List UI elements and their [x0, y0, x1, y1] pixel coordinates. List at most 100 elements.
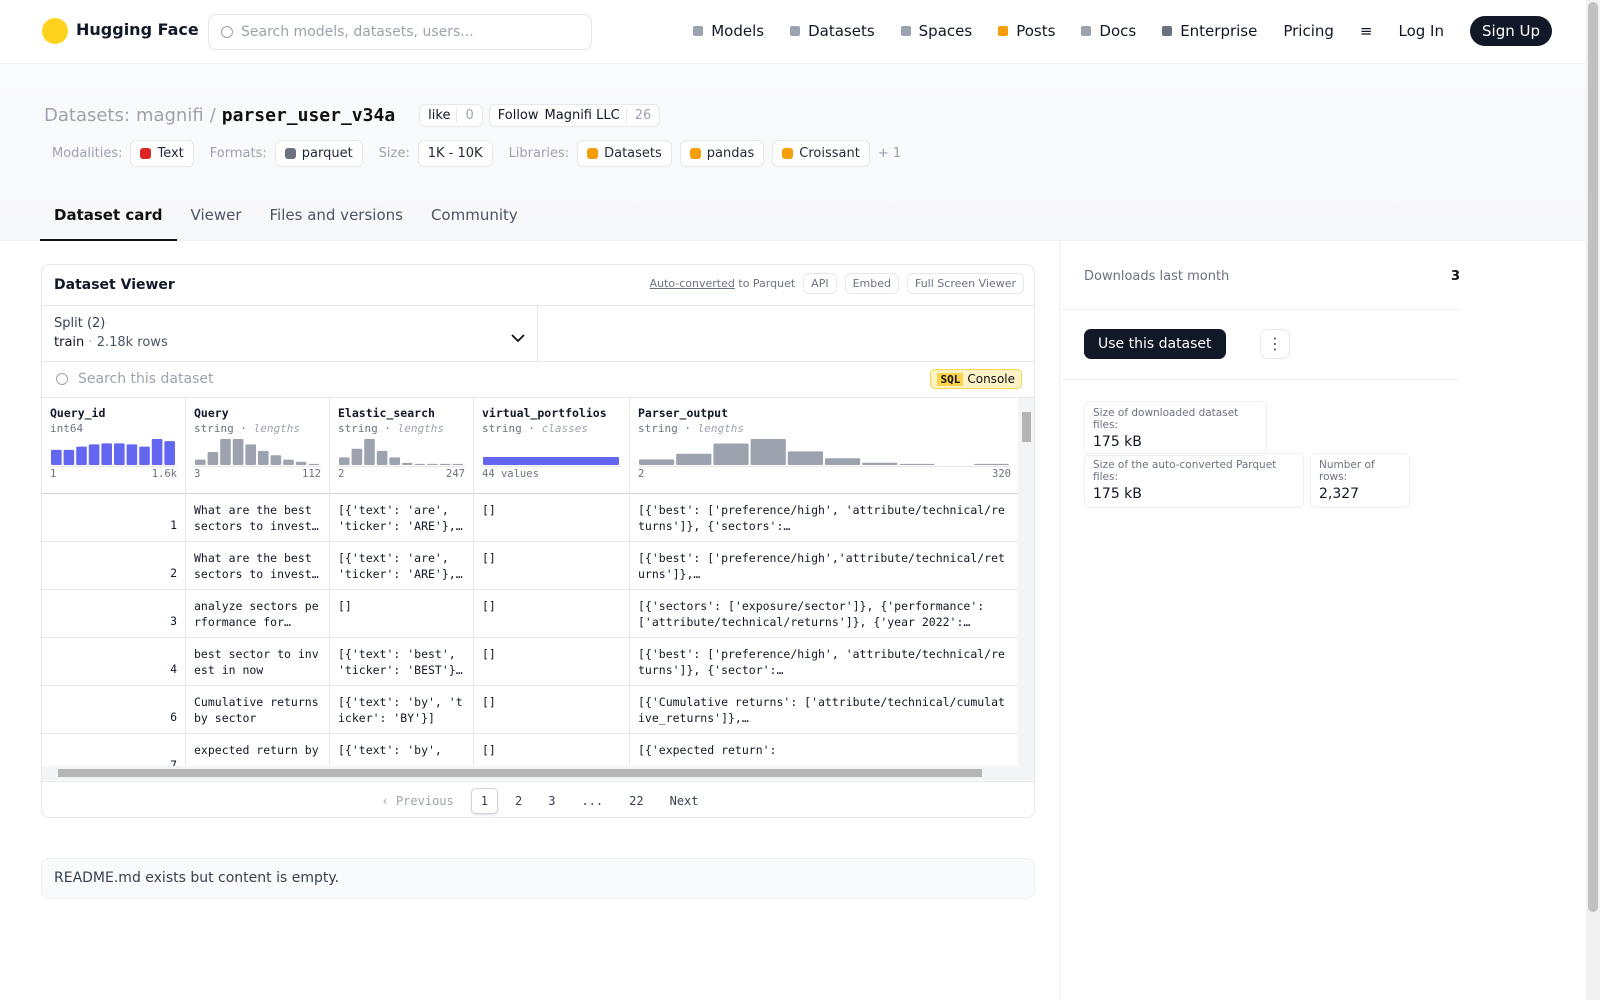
horizontal-scrollbar[interactable]	[42, 766, 1034, 780]
table-cell[interactable]: []	[474, 494, 629, 542]
follow-label: Follow	[497, 108, 539, 123]
tag-icon	[284, 148, 296, 159]
repo-owner[interactable]: magnifi	[135, 105, 204, 126]
page-button[interactable]: 1	[470, 787, 498, 814]
histogram-bar	[88, 444, 100, 465]
nav-item[interactable]: Posts	[998, 22, 1055, 40]
table-cell[interactable]: []	[474, 638, 629, 686]
column-range: 44 values	[482, 466, 621, 480]
split-rows: 2.18k rows	[96, 335, 168, 350]
table-cell[interactable]: [{'best': ['preference/high', 'attribute…	[630, 494, 1019, 542]
table-cell[interactable]: [{'text': 'best', 'ticker': 'BEST'}…	[330, 638, 473, 686]
histogram-bar	[402, 462, 413, 465]
table-cell[interactable]: [{'text': 'are', 'ticker': 'ARE'},…	[330, 542, 473, 590]
tag[interactable]: Croissant	[772, 140, 870, 167]
table-cell[interactable]: [{'best': ['preference/high','attribute/…	[630, 542, 1019, 590]
follow-button[interactable]: Follow Magnifi LLC 26	[488, 104, 661, 127]
tag-label: Datasets	[604, 146, 662, 161]
column-name[interactable]: virtual_portfolios	[482, 406, 607, 420]
table-cell[interactable]: analyze sectors performance for…	[186, 590, 329, 638]
like-button[interactable]: like 0	[419, 104, 483, 127]
table-cell[interactable]: []	[474, 542, 629, 590]
embed-button[interactable]: Embed	[844, 273, 899, 294]
cell-text: [{'text': 'by',	[338, 743, 442, 757]
dataset-search[interactable]: Search this dataset SQL Console	[42, 362, 1034, 398]
table-cell[interactable]: 2	[42, 542, 185, 590]
column-name[interactable]: Elastic_search	[338, 406, 435, 420]
menu-icon[interactable]: ≡	[1359, 22, 1373, 40]
table-cell[interactable]: 3	[42, 590, 185, 638]
auto-converted[interactable]: Auto-converted	[649, 277, 735, 290]
column-header: Query string · lengths 3 112	[186, 398, 329, 494]
table-cell[interactable]: 7	[42, 734, 185, 766]
more-button[interactable]: ⋮	[1260, 329, 1290, 359]
tag[interactable]: pandas	[679, 140, 765, 167]
tab[interactable]: Community	[430, 206, 518, 224]
cell-text: [{'text': 'best', 'ticker': 'BEST'}…	[338, 647, 463, 677]
table-cell[interactable]: [{'best': ['preference/high', 'attribute…	[630, 638, 1019, 686]
repo-prefix[interactable]: Datasets:	[44, 105, 130, 126]
table-cell[interactable]: []	[330, 590, 473, 638]
tab[interactable]: Files and versions	[269, 206, 403, 224]
repo-name[interactable]: parser_user_v34a	[221, 105, 396, 126]
sql-console[interactable]: SQL Console	[930, 369, 1022, 389]
table-cell[interactable]: Cumulative returns by sector	[186, 686, 329, 734]
histogram-bar	[364, 439, 375, 465]
page-scrollbar[interactable]	[1586, 0, 1600, 1000]
table-cell[interactable]: 6	[42, 686, 185, 734]
column-kind: lengths	[397, 422, 444, 435]
search-box[interactable]: Search models, datasets, users...	[208, 14, 592, 50]
signup-button[interactable]: Sign Up	[1470, 16, 1552, 46]
split-selector[interactable]: Split (2) train · 2.18k rows	[42, 305, 538, 362]
table-cell[interactable]: What are the best sectors to invest…	[186, 494, 329, 542]
nav-item[interactable]: Pricing	[1283, 22, 1334, 40]
vertical-scrollbar[interactable]	[1018, 398, 1034, 766]
nav-item[interactable]: Enterprise	[1162, 22, 1257, 40]
tab[interactable]: Viewer	[190, 206, 242, 224]
table-cell[interactable]: [{'Cumulative returns': ['attribute/tech…	[630, 686, 1019, 734]
api-button[interactable]: API	[803, 273, 837, 294]
table-cell[interactable]: [{'text': 'by', 'ticker': 'BY'}]	[330, 686, 473, 734]
table-cell[interactable]: best sector to invest in now	[186, 638, 329, 686]
nav-item[interactable]: Spaces	[900, 22, 972, 40]
table-cell[interactable]: []	[474, 734, 629, 766]
page-button[interactable]: 2	[514, 793, 523, 808]
table-cell[interactable]: [{'text': 'by',	[330, 734, 473, 766]
brand[interactable]: Hugging Face	[76, 20, 199, 39]
logo[interactable]	[42, 18, 68, 44]
more-tags[interactable]: + 1	[877, 146, 902, 161]
page-button[interactable]: 3	[548, 793, 556, 808]
table-cell[interactable]: []	[474, 686, 629, 734]
table-cell[interactable]: [{'text': 'are', 'ticker': 'ARE'},…	[330, 494, 473, 542]
nav-item[interactable]: Datasets	[790, 22, 875, 40]
previous-button[interactable]: ‹ Previous	[381, 793, 454, 808]
column-name[interactable]: Query	[194, 406, 229, 420]
column-range: 2 247	[338, 466, 465, 480]
full-screen-button[interactable]: Full Screen Viewer	[906, 273, 1024, 294]
use-dataset-button[interactable]: Use this dataset	[1084, 329, 1226, 359]
downloads-count: 3	[1450, 269, 1460, 284]
table-cell[interactable]: [{'sectors': ['exposure/sector']}, {'per…	[630, 590, 1019, 638]
table-cell[interactable]: []	[474, 590, 629, 638]
table-cell[interactable]: [{'expected return':	[630, 734, 1019, 766]
table-cell[interactable]: What are the best sectors to invest…	[186, 542, 329, 590]
nav-item[interactable]: Docs	[1081, 22, 1136, 40]
column: Query_id int64 1 1.6k 1 2 3 4 6 7	[42, 398, 186, 766]
tag[interactable]: parquet	[274, 140, 363, 167]
table-cell[interactable]: 4	[42, 638, 185, 686]
tag[interactable]: Datasets	[577, 140, 672, 167]
page-button[interactable]: ...	[581, 793, 604, 808]
nav-item[interactable]: Models	[693, 22, 764, 40]
viewer-title: Dataset Viewer	[54, 277, 175, 293]
tab[interactable]: Dataset card	[40, 194, 177, 241]
column-name[interactable]: Parser_output	[638, 406, 729, 420]
tag[interactable]: 1K - 10K	[417, 140, 493, 167]
next-button[interactable]: Next	[669, 793, 699, 808]
page-button[interactable]: 22	[629, 793, 644, 808]
table-cell[interactable]: expected return by	[186, 734, 329, 766]
column-name[interactable]: Query_id	[50, 406, 106, 420]
tag[interactable]: Text	[130, 140, 194, 167]
login-link[interactable]: Log In	[1398, 22, 1445, 40]
table-cell[interactable]: 1	[42, 494, 185, 542]
